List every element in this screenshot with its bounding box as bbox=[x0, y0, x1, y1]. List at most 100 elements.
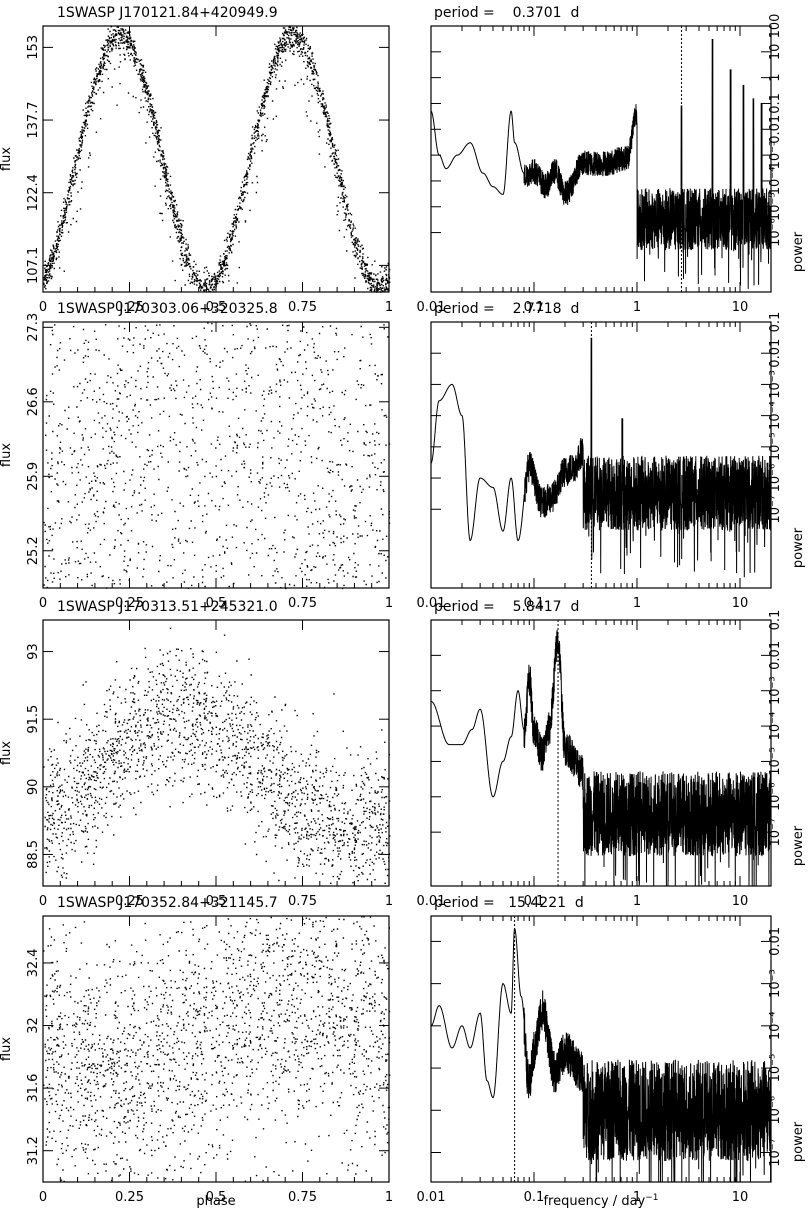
y-tick-label: 90 bbox=[26, 779, 41, 796]
periodogram-panel-2: 0.01 0.1 1 1010⁻⁷10⁻⁶10⁻⁵10⁻⁴10⁻³0.010.1per… bbox=[417, 599, 806, 909]
y-tick-label: 0.01 bbox=[768, 927, 783, 956]
lightcurve-panel-0: 0 0.25 0.5 0.75 1 107.1 122.4 137.7 153 1SWASP J1… bbox=[0, 5, 393, 315]
y-tick-label: 27.3 bbox=[26, 313, 41, 342]
x-tick-label: 0.5 bbox=[206, 1190, 227, 1205]
y-tick-label: 31.6 bbox=[26, 1074, 41, 1103]
x-tick-label: 1 bbox=[633, 596, 641, 611]
x-tick-label: 0 bbox=[39, 596, 47, 611]
y-tick-label: 32 bbox=[26, 1017, 41, 1034]
periodogram-ylabel: power bbox=[791, 825, 806, 866]
periodogram-ylabel: power bbox=[791, 231, 806, 272]
y-tick-label: 10⁻⁷ bbox=[768, 1138, 783, 1167]
periodogram-title: period = 15.4221 d bbox=[434, 895, 584, 911]
x-tick-label: 10 bbox=[732, 300, 749, 315]
lightcurve-panel-3: 0 0.25 0.5 0.75 1 31.2 31.6 32 32.4 1SWASP J17035… bbox=[0, 895, 393, 1209]
power-spectrum-1 bbox=[430, 337, 772, 578]
y-tick-label: 88.5 bbox=[26, 840, 41, 869]
power-spectrum-3 bbox=[430, 928, 772, 1183]
lightcurve-ylabel: flux bbox=[0, 1037, 14, 1061]
flux-points-2 bbox=[43, 627, 391, 884]
x-tick-label: 0 bbox=[39, 1190, 47, 1205]
y-tick-label: 137.7 bbox=[26, 101, 41, 138]
x-tick-label: 0.25 bbox=[115, 300, 144, 315]
periodogram-frame-3 bbox=[430, 915, 772, 1183]
x-tick-label: 1 bbox=[385, 300, 393, 315]
y-tick-label: 122.4 bbox=[26, 174, 41, 211]
y-tick-label: 0.1 bbox=[768, 610, 783, 631]
lightcurve-frame-1 bbox=[42, 321, 390, 589]
y-tick-label: 10⁻⁶ bbox=[768, 464, 783, 493]
lightcurve-ylabel: flux bbox=[0, 147, 14, 171]
lightcurve-title: 1SWASP J170303.06+320325.8 bbox=[57, 301, 278, 317]
lightcurve-panel-1: 0 0.25 0.5 0.75 1 25.2 25.9 26.6 27.3 1SWASP J170… bbox=[0, 301, 393, 611]
lightcurve-frame-2 bbox=[42, 619, 390, 887]
power-spectrum-0 bbox=[430, 39, 772, 289]
power-spectrum-2 bbox=[431, 629, 772, 887]
x-tick-label: 0.25 bbox=[115, 894, 144, 909]
lightcurve-ylabel: flux bbox=[0, 443, 14, 467]
periodogram-panel-3: 0.01 0.1 1 1010⁻⁷10⁻⁶10⁻⁵10⁻⁴10⁻³0.01period… bbox=[417, 895, 806, 1209]
y-tick-label: 10⁻⁶ bbox=[768, 218, 783, 247]
x-tick-label: 0.75 bbox=[288, 300, 317, 315]
x-tick-label: 10 bbox=[732, 894, 749, 909]
x-tick-label: 0 bbox=[39, 300, 47, 315]
y-tick-label: 31.2 bbox=[26, 1136, 41, 1165]
x-tick-label: 1 bbox=[385, 596, 393, 611]
y-tick-label: 10⁻⁵ bbox=[768, 433, 783, 462]
periodogram-panel-0: 0.01 0.1 1 1010⁻⁶10⁻⁵10⁻⁴10⁻³0.010.1110100p… bbox=[417, 5, 806, 315]
lightcurve-xlabel: phase bbox=[196, 1194, 235, 1209]
y-tick-label: 0.01 bbox=[768, 339, 783, 368]
x-tick-label: 0 bbox=[39, 894, 47, 909]
x-tick-label: 0.1 bbox=[524, 1190, 545, 1205]
x-tick-label: 0.75 bbox=[288, 596, 317, 611]
y-tick-label: 93 bbox=[26, 643, 41, 660]
y-tick-label: 10⁻³ bbox=[768, 370, 783, 399]
lightcurve-title: 1SWASP J170313.51+245321.0 bbox=[57, 599, 278, 615]
periodogram-frame-0 bbox=[430, 25, 772, 293]
x-tick-label: 10 bbox=[732, 596, 749, 611]
y-tick-label: 10⁻⁷ bbox=[768, 818, 783, 847]
lightcurve-title: 1SWASP J170352.84+321145.7 bbox=[57, 895, 278, 911]
y-tick-label: 25.9 bbox=[26, 462, 41, 491]
y-tick-label: 10⁻⁴ bbox=[768, 167, 783, 196]
x-tick-label: 0.5 bbox=[206, 596, 227, 611]
x-tick-label: 1 bbox=[385, 894, 393, 909]
periodogram-ylabel: power bbox=[791, 527, 806, 568]
periodogram-title: period = 0.3701 d bbox=[434, 5, 579, 21]
x-tick-label: 0.1 bbox=[524, 894, 545, 909]
x-tick-label: 0.25 bbox=[115, 596, 144, 611]
periodogram-ylabel: power bbox=[791, 1121, 806, 1162]
x-tick-label: 0.01 bbox=[417, 596, 446, 611]
y-tick-label: 10⁻⁵ bbox=[768, 1054, 783, 1083]
y-tick-label: 0.01 bbox=[768, 641, 783, 670]
periodogram-xlabel: frequency / day−1 bbox=[543, 1193, 658, 1209]
y-tick-label: 100 bbox=[768, 14, 783, 39]
x-tick-label: 0.01 bbox=[417, 894, 446, 909]
y-tick-label: 0.01 bbox=[768, 115, 783, 144]
y-tick-label: 107.1 bbox=[26, 247, 41, 284]
x-tick-label: 0.1 bbox=[524, 596, 545, 611]
x-tick-label: 0.01 bbox=[417, 300, 446, 315]
y-tick-label: 10 bbox=[768, 44, 783, 61]
y-tick-label: 10⁻³ bbox=[768, 969, 783, 998]
flux-points-3 bbox=[43, 916, 391, 1183]
periodogram-title: period = 5.8417 d bbox=[434, 599, 579, 615]
lightcurve-panel-2: 0 0.25 0.5 0.75 1 88.5 90 91.5 93 1SWASP J170313.… bbox=[0, 599, 393, 909]
y-tick-label: 32.4 bbox=[26, 948, 41, 977]
flux-points-1 bbox=[43, 322, 391, 590]
y-tick-label: 10⁻³ bbox=[768, 141, 783, 170]
y-tick-label: 10⁻⁴ bbox=[768, 712, 783, 741]
x-tick-label: 1 bbox=[385, 1190, 393, 1205]
y-tick-label: 10⁻³ bbox=[768, 676, 783, 705]
x-tick-label: 0.25 bbox=[115, 1190, 144, 1205]
x-tick-label: 1 bbox=[633, 1190, 641, 1205]
y-tick-label: 26.6 bbox=[26, 387, 41, 416]
y-tick-label: 10⁻⁶ bbox=[768, 782, 783, 811]
lightcurve-ylabel: flux bbox=[0, 741, 14, 765]
lightcurve-title: 1SWASP J170121.84+420949.9 bbox=[57, 5, 278, 21]
y-tick-label: 10⁻⁷ bbox=[768, 495, 783, 524]
y-tick-label: 10⁻⁴ bbox=[768, 1012, 783, 1041]
x-tick-label: 0.5 bbox=[206, 894, 227, 909]
y-tick-label: 10⁻⁵ bbox=[768, 192, 783, 221]
y-tick-label: 10⁻⁴ bbox=[768, 401, 783, 430]
